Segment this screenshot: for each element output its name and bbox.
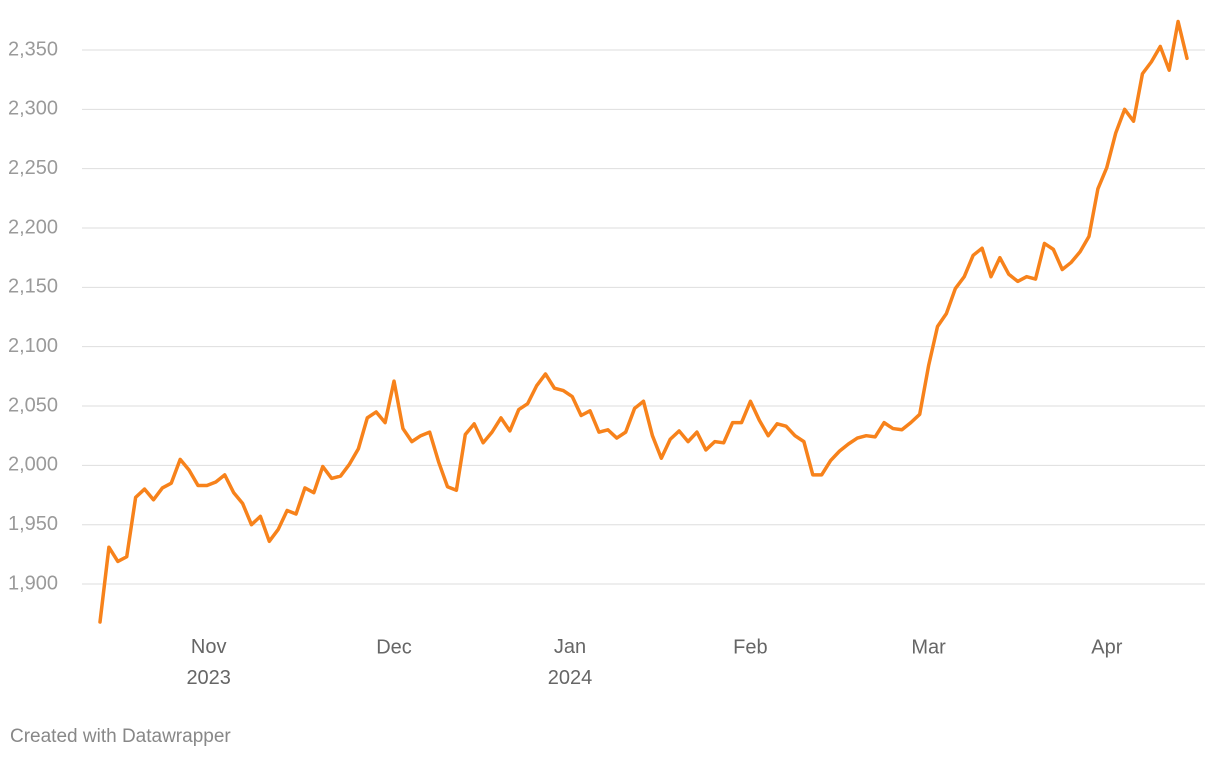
y-tick-label: 1,900 xyxy=(8,572,58,594)
line xyxy=(98,19,1189,624)
x-tick-label: Dec xyxy=(376,636,412,658)
x-tick-label: Mar xyxy=(911,636,946,658)
credit: Created with Datawrapper xyxy=(10,726,231,747)
y-tick-label: 2,250 xyxy=(8,157,58,179)
x-tick-label-line: Nov xyxy=(191,636,227,658)
x-tick-label-line: 2024 xyxy=(548,667,593,689)
x-tick-label-line: 2023 xyxy=(186,667,231,689)
x-tick-label: Apr xyxy=(1091,636,1122,658)
y-tick-label: 2,000 xyxy=(8,454,58,476)
y-tick-label: 2,350 xyxy=(8,38,58,60)
y-tick-label: 2,150 xyxy=(8,276,58,298)
x-tick-label: Nov 2023 xyxy=(186,636,231,689)
y-tick-label: 1,950 xyxy=(8,513,58,535)
x-tick-label: Feb xyxy=(733,636,767,658)
y-tick-label: 2,200 xyxy=(8,216,58,238)
x-tick-label: Jan 2024 xyxy=(548,636,593,689)
x-tick-label-line: Jan xyxy=(554,636,586,658)
y-tick-label: 2,100 xyxy=(8,335,58,357)
y-tick-label: 2,050 xyxy=(8,394,58,416)
y-tick-label: 2,300 xyxy=(8,98,58,120)
